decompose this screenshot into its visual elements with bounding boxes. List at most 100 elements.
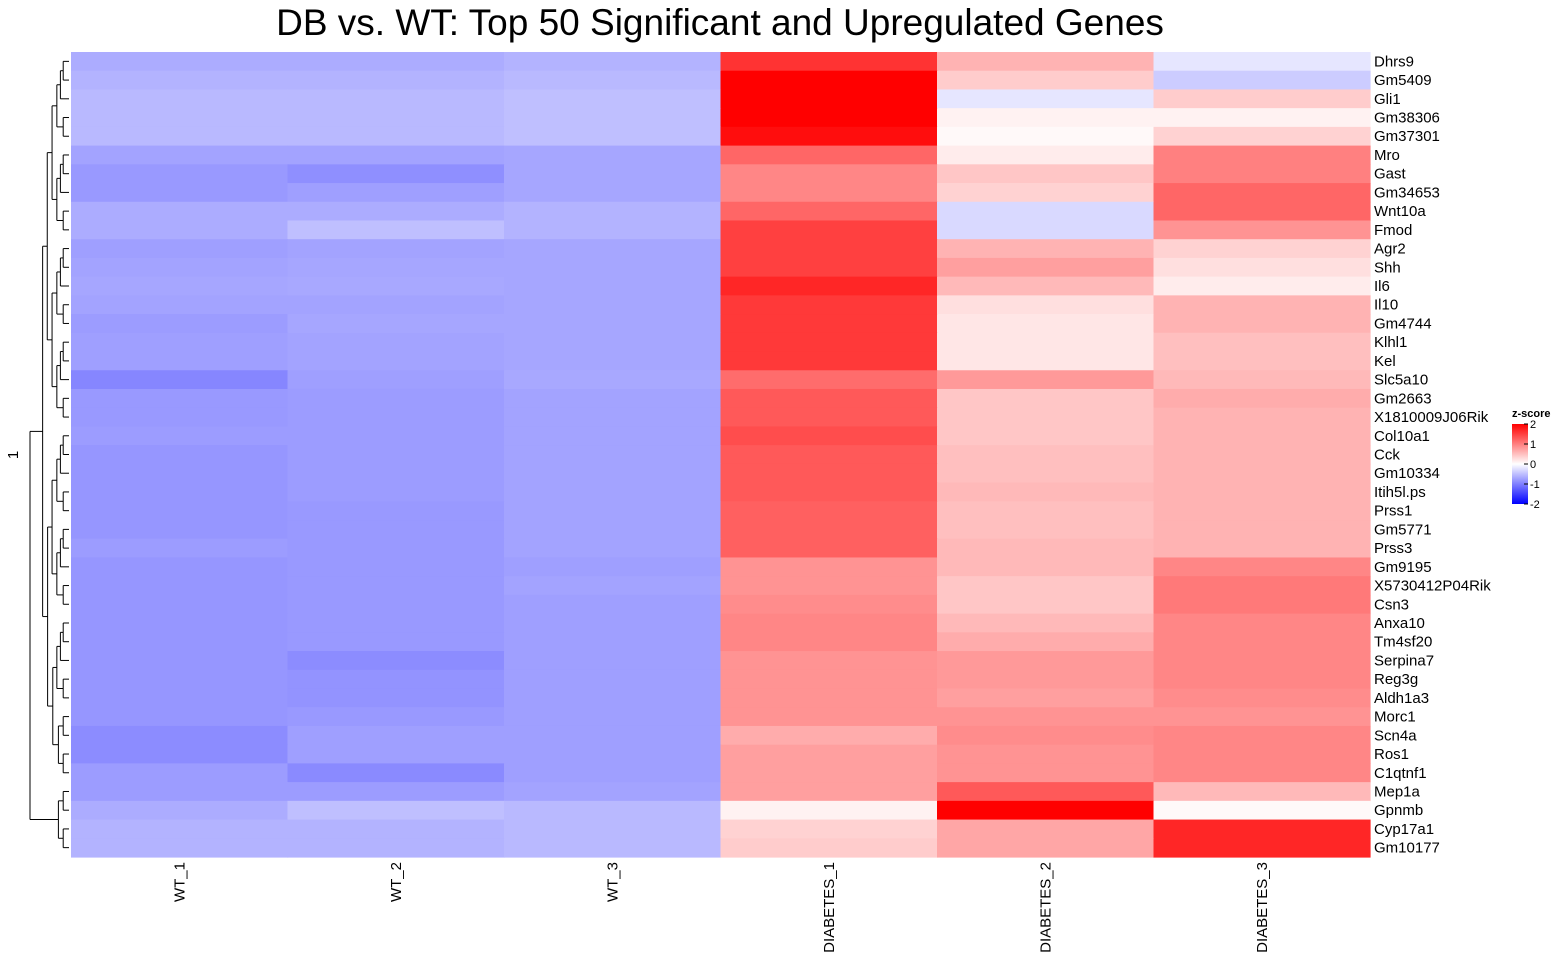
heatmap-cell	[1153, 782, 1371, 802]
heatmap-cell	[71, 632, 289, 652]
heatmap-cell	[504, 164, 722, 184]
row-dendrogram	[29, 60, 69, 849]
heatmap-cell	[504, 239, 722, 259]
heatmap-cell	[720, 688, 938, 708]
column-label: DIABETES_2	[1037, 862, 1054, 953]
heatmap-cell	[504, 538, 722, 559]
heatmap-cell	[720, 613, 938, 633]
heatmap-cell	[287, 126, 505, 147]
heatmap-cell	[71, 538, 289, 559]
heatmap-cell	[287, 445, 505, 465]
row-label: Agr2	[1374, 241, 1406, 258]
row-label: Gm9195	[1374, 559, 1432, 576]
heatmap-cell	[937, 782, 1155, 802]
color-legend: z-score 2 1 0 -1 -2	[1512, 408, 1551, 511]
heatmap-cell	[720, 538, 938, 559]
legend-title: z-score	[1512, 408, 1551, 420]
heatmap-cell	[287, 370, 505, 390]
heatmap-cell	[504, 707, 722, 727]
heatmap-cell	[504, 52, 722, 72]
heatmap-cell	[504, 314, 722, 334]
heatmap-cell	[937, 613, 1155, 633]
heatmap-cell	[720, 763, 938, 783]
heatmap-cell	[937, 201, 1155, 222]
heatmap-cell	[1153, 819, 1371, 839]
heatmap-cell	[287, 838, 505, 858]
heatmap-cell	[504, 482, 722, 502]
heatmap-cell	[1153, 632, 1371, 652]
heatmap-cell	[71, 145, 289, 165]
heatmap-cell	[720, 220, 938, 240]
heatmap-cell	[287, 220, 505, 240]
heatmap-cell	[71, 725, 289, 746]
heatmap-cell	[937, 370, 1155, 390]
row-label: Reg3g	[1374, 671, 1418, 688]
chart-title: DB vs. WT: Top 50 Significant and Upregu…	[276, 2, 1164, 43]
heatmap-cell	[937, 763, 1155, 783]
heatmap-cell	[720, 407, 938, 428]
heatmap-cell	[1153, 145, 1371, 165]
heatmap-cell	[720, 314, 938, 334]
column-label: WT_3	[604, 862, 621, 902]
heatmap-cell	[504, 201, 722, 222]
heatmap-cell	[937, 463, 1155, 484]
row-label: Mro	[1374, 147, 1400, 164]
heatmap-cell	[1153, 501, 1371, 521]
column-label: WT_2	[388, 862, 405, 902]
heatmap-cell	[287, 613, 505, 633]
heatmap-cell	[937, 520, 1155, 540]
heatmap-cell	[1153, 669, 1371, 690]
row-label: Serpina7	[1374, 652, 1434, 669]
heatmap-cell	[1153, 445, 1371, 465]
heatmap-cell	[1153, 557, 1371, 577]
heatmap-cell	[287, 145, 505, 165]
heatmap-cell	[504, 126, 722, 147]
heatmap-cell	[1153, 314, 1371, 334]
heatmap-cell	[71, 126, 289, 147]
heatmap-cell	[71, 407, 289, 428]
heatmap-cell	[937, 594, 1155, 615]
heatmap-cell	[720, 108, 938, 128]
column-label: DIABETES_1	[821, 862, 838, 953]
heatmap-cell	[720, 707, 938, 727]
heatmap-cell	[504, 782, 722, 802]
heatmap-cell	[504, 838, 722, 858]
row-label: Gm4744	[1374, 315, 1432, 332]
heatmap-cell	[937, 838, 1155, 858]
heatmap-cell	[287, 538, 505, 559]
heatmap-cell	[720, 388, 938, 409]
heatmap-cell	[720, 819, 938, 839]
heatmap-cell	[504, 276, 722, 296]
row-label: Anxa10	[1374, 615, 1425, 632]
row-label: Morc1	[1374, 709, 1416, 726]
heatmap-cell	[287, 295, 505, 315]
heatmap-cell	[71, 70, 289, 91]
heatmap-cell	[504, 669, 722, 690]
heatmap-cell	[937, 800, 1155, 821]
heatmap-cell	[720, 782, 938, 802]
heatmap-cell	[71, 800, 289, 821]
heatmap-cell	[1153, 183, 1371, 203]
heatmap-cell	[1153, 538, 1371, 559]
heatmap-cell	[504, 651, 722, 671]
heatmap-cell	[1153, 239, 1371, 259]
heatmap-cell	[1153, 651, 1371, 671]
heatmap-cell	[1153, 576, 1371, 596]
heatmap-cell	[71, 370, 289, 390]
heatmap-cell	[71, 838, 289, 858]
heatmap-cell	[720, 501, 938, 521]
row-label: Scn4a	[1374, 727, 1417, 744]
heatmap-cell	[287, 669, 505, 690]
heatmap-cell	[504, 445, 722, 465]
heatmap-cell	[71, 688, 289, 708]
heatmap-cell	[71, 314, 289, 334]
heatmap-cell	[287, 52, 505, 72]
row-label: Fmod	[1374, 222, 1412, 239]
heatmap-cell	[71, 257, 289, 278]
row-label: Ros1	[1374, 746, 1409, 763]
heatmap-cell	[937, 426, 1155, 446]
row-label: Shh	[1374, 259, 1401, 276]
heatmap-cell	[937, 669, 1155, 690]
heatmap-cell	[1153, 108, 1371, 128]
heatmap-cell	[287, 351, 505, 371]
